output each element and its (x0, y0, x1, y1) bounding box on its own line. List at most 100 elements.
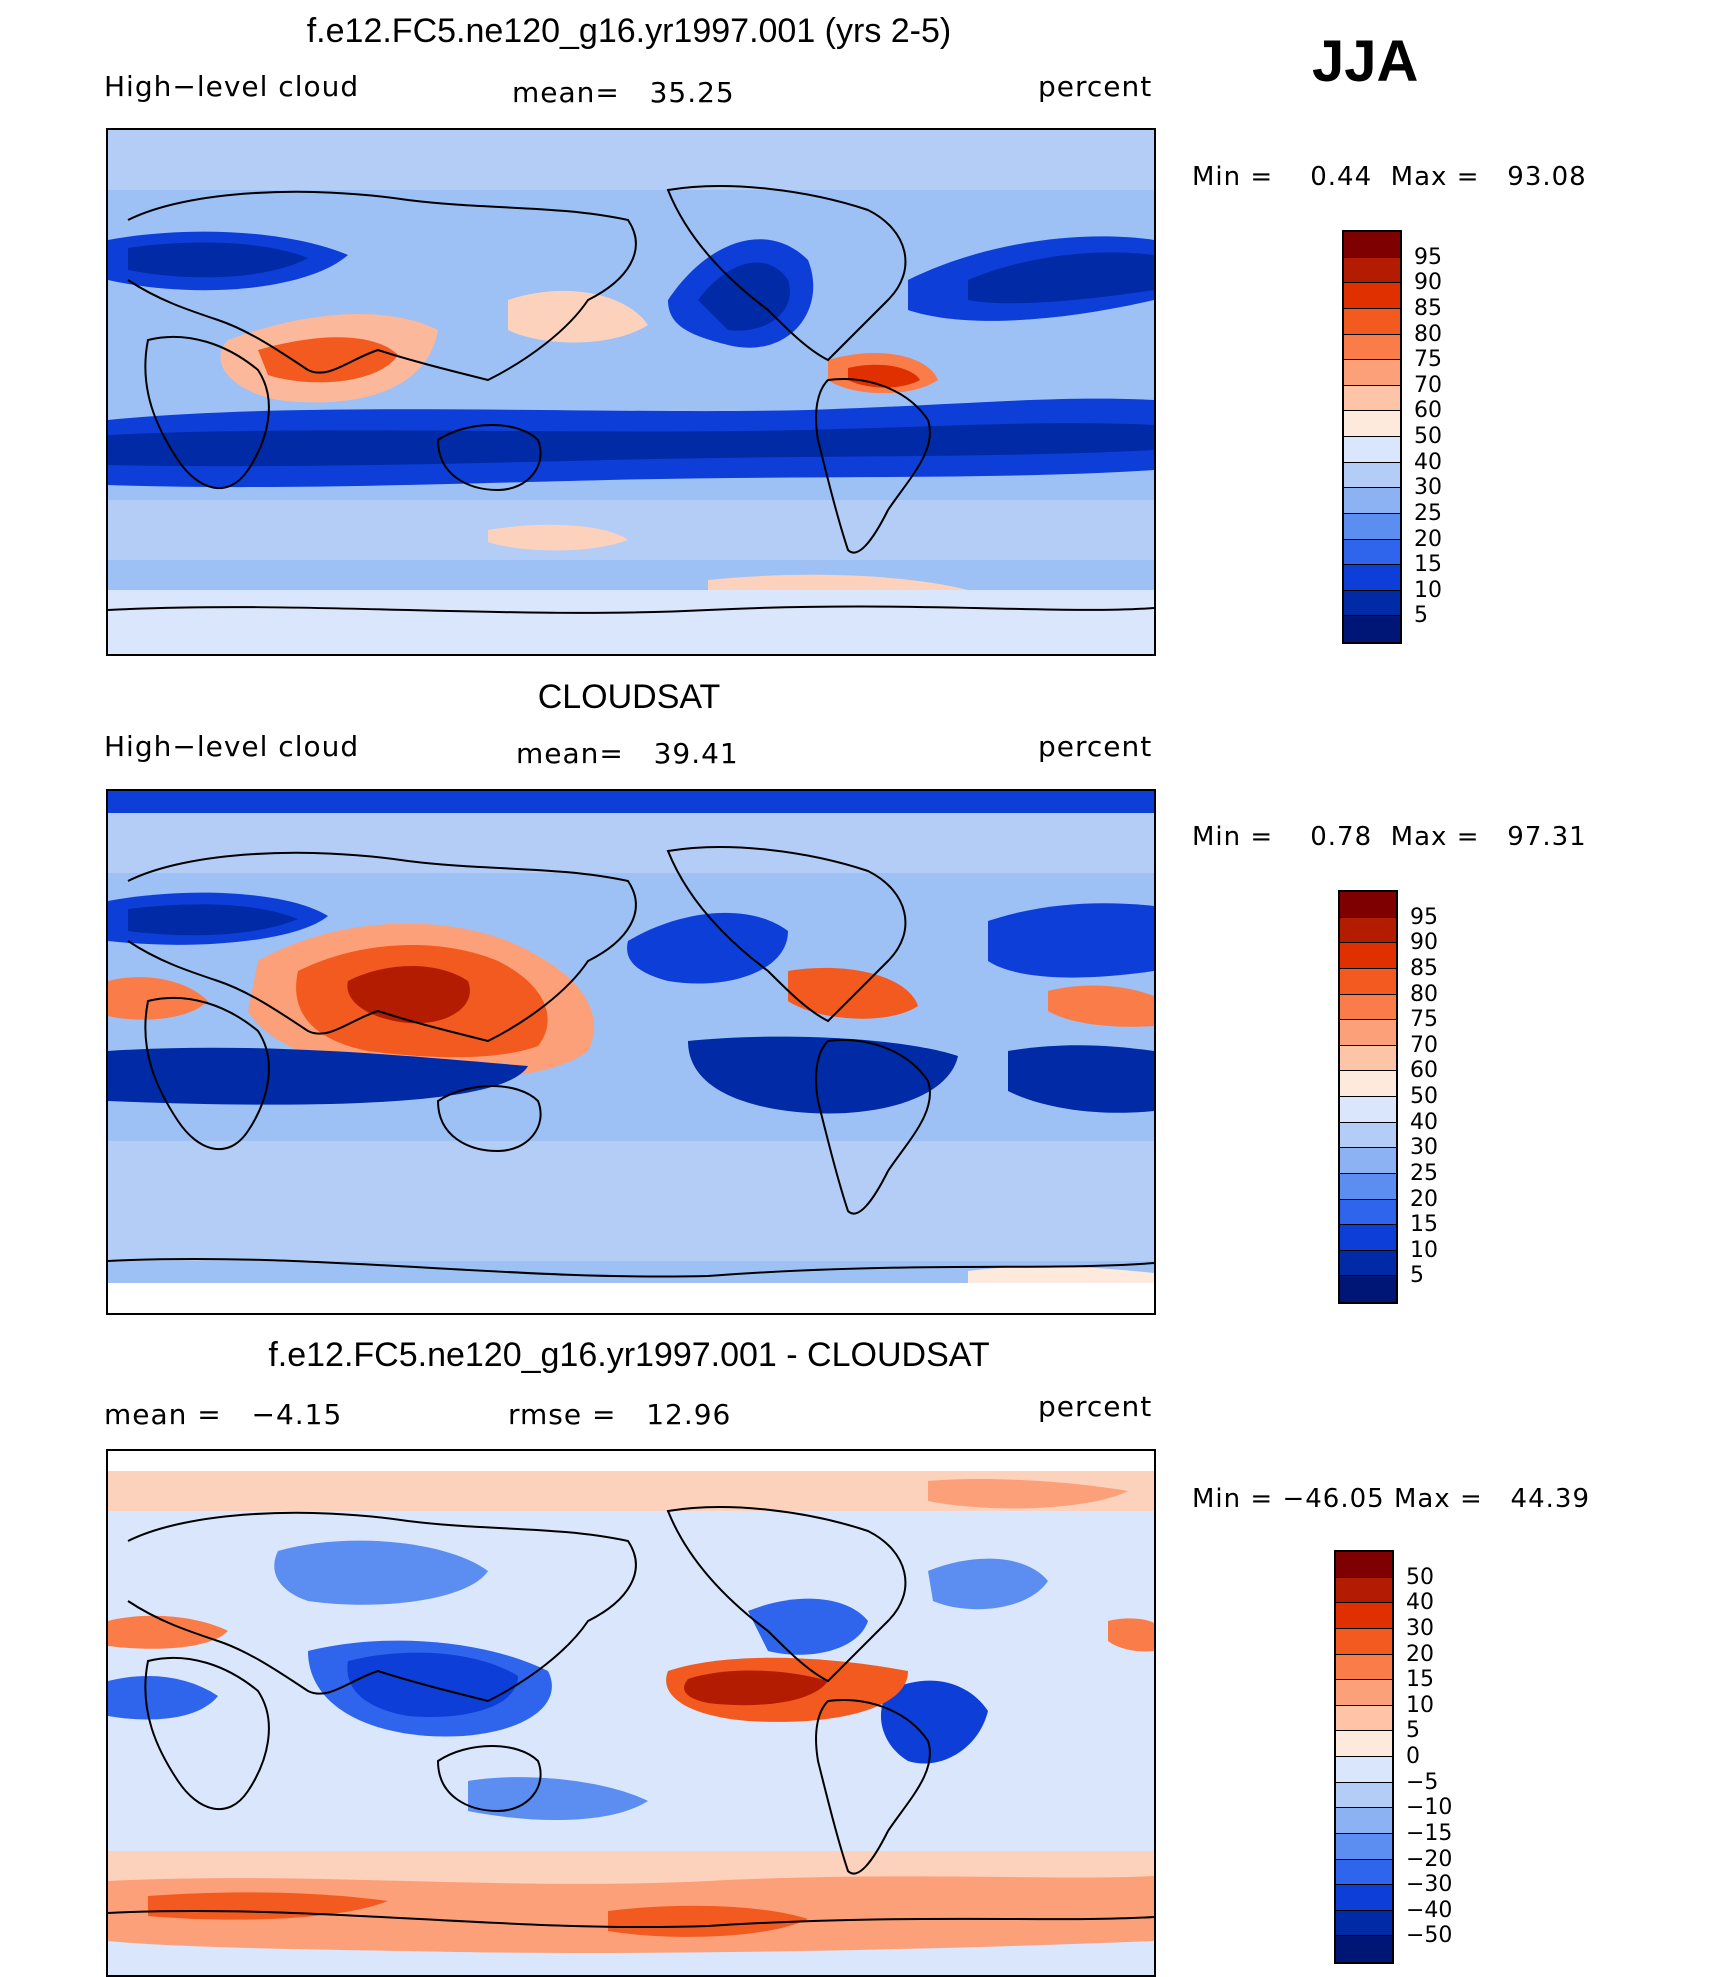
colorbar-tick-label: 10 (1410, 1237, 1438, 1263)
colorbar-tick-label: 20 (1406, 1641, 1434, 1667)
colorbar-tick-label: −10 (1406, 1795, 1453, 1821)
colorbar-segment (1340, 1276, 1396, 1302)
colorbar-tick-label: 95 (1414, 244, 1442, 270)
colorbar-tick-label: −5 (1406, 1769, 1439, 1795)
colorbar-segment (1336, 1577, 1392, 1604)
panel3-max-value: 44.39 (1510, 1484, 1590, 1514)
colorbar-tick-label: 85 (1410, 955, 1438, 981)
colorbar-segment (1344, 462, 1400, 489)
colorbar-segment (1340, 943, 1396, 969)
panel1-variable-label: High−level cloud (104, 70, 360, 103)
colorbar-tick-label: 10 (1414, 577, 1442, 603)
colorbar-tick-label: 80 (1414, 321, 1442, 347)
colorbar-tick-label: 70 (1414, 372, 1442, 398)
colorbar-segment (1340, 994, 1396, 1021)
panel1-mean-label: mean= 35.25 (512, 76, 735, 109)
colorbar-segment (1336, 1628, 1392, 1655)
colorbar-tick-label: −20 (1406, 1846, 1453, 1872)
panel1-min-value: 0.44 (1310, 162, 1373, 192)
panel2-units: percent (1038, 730, 1153, 763)
colorbar-tick-label: 60 (1414, 398, 1442, 424)
colorbar-tick-label: 5 (1410, 1263, 1424, 1289)
panel1-map (106, 128, 1156, 656)
colorbar-segment (1336, 1731, 1392, 1757)
panel2-minmax: Min = 0.78 Max = 97.31 (1192, 822, 1587, 852)
panel2-max-value: 97.31 (1507, 822, 1587, 852)
colorbar-tick-label: 70 (1410, 1032, 1438, 1058)
colorbar-tick-label: 5 (1406, 1718, 1420, 1744)
colorbar-segment (1336, 1654, 1392, 1681)
panel3-colorbar (1334, 1550, 1394, 1964)
panel3-units: percent (1038, 1390, 1153, 1423)
colorbar-segment (1340, 1225, 1396, 1251)
panel3-rmse-value: 12.96 (646, 1398, 732, 1431)
panel2-mean-value: 39.41 (653, 737, 739, 770)
colorbar-segment (1340, 1020, 1396, 1046)
panel3-map (106, 1449, 1156, 1977)
colorbar-segment (1344, 590, 1400, 617)
panel1-max-value: 93.08 (1507, 162, 1587, 192)
colorbar-tick-label: 60 (1410, 1058, 1438, 1084)
colorbar-tick-label: 50 (1410, 1084, 1438, 1109)
colorbar-segment (1336, 1782, 1392, 1809)
colorbar-segment (1344, 360, 1400, 386)
colorbar-segment (1344, 308, 1400, 335)
colorbar-tick-label: 20 (1414, 526, 1442, 552)
colorbar-tick-label: 25 (1410, 1160, 1438, 1186)
colorbar-tick-label: 40 (1414, 449, 1442, 475)
colorbar-tick-label: 75 (1414, 347, 1442, 373)
panel3-rmse-label: rmse = 12.96 (508, 1398, 732, 1431)
colorbar-tick-label: 30 (1406, 1615, 1434, 1641)
panel1-colorbar (1342, 230, 1402, 644)
colorbar-tick-label: −50 (1406, 1923, 1453, 1949)
colorbar-tick-label: 85 (1414, 295, 1442, 321)
colorbar-segment (1344, 232, 1400, 258)
colorbar-segment (1344, 488, 1400, 514)
colorbar-tick-label: 15 (1406, 1667, 1434, 1693)
panel3-minmax: Min = −46.05 Max = 44.39 (1192, 1484, 1590, 1514)
panel2-title: CLOUDSAT (537, 678, 721, 716)
colorbar-segment (1344, 437, 1400, 463)
panel2-colorbar (1338, 890, 1398, 1304)
colorbar-segment (1336, 1603, 1392, 1629)
panel2-map (106, 789, 1156, 1315)
colorbar-tick-label: 40 (1410, 1109, 1438, 1135)
panel3-min-value: −46.05 (1282, 1484, 1385, 1514)
panel1-units: percent (1038, 70, 1153, 103)
colorbar-segment (1340, 1097, 1396, 1123)
colorbar-segment (1340, 1250, 1396, 1277)
colorbar-tick-label: 0 (1406, 1744, 1420, 1769)
colorbar-tick-label: 90 (1410, 930, 1438, 956)
colorbar-tick-label: 15 (1410, 1212, 1438, 1238)
colorbar-tick-label: 25 (1414, 500, 1442, 526)
colorbar-tick-label: 95 (1410, 904, 1438, 930)
colorbar-segment (1336, 1859, 1392, 1886)
colorbar-tick-label: 90 (1414, 270, 1442, 296)
colorbar-tick-label: 5 (1414, 603, 1428, 629)
panel1-mean-value: 35.25 (649, 76, 735, 109)
colorbar-segment (1336, 1910, 1392, 1937)
season-label: JJA (1312, 29, 1419, 94)
panel1-minmax: Min = 0.44 Max = 93.08 (1192, 162, 1587, 192)
colorbar-tick-label: 10 (1406, 1692, 1434, 1718)
colorbar-tick-label: −30 (1406, 1872, 1453, 1898)
colorbar-segment (1336, 1885, 1392, 1911)
colorbar-segment (1340, 1199, 1396, 1226)
colorbar-segment (1336, 1757, 1392, 1783)
colorbar-tick-label: 30 (1414, 475, 1442, 501)
colorbar-segment (1340, 1045, 1396, 1072)
colorbar-segment (1344, 616, 1400, 642)
colorbar-segment (1344, 283, 1400, 309)
colorbar-tick-label: 20 (1410, 1186, 1438, 1212)
colorbar-segment (1340, 1173, 1396, 1200)
colorbar-segment (1344, 257, 1400, 284)
colorbar-segment (1336, 1552, 1392, 1578)
panel2-mean-label: mean= 39.41 (516, 737, 739, 770)
colorbar-segment (1340, 917, 1396, 944)
colorbar-segment (1344, 513, 1400, 540)
colorbar-tick-label: 40 (1406, 1590, 1434, 1616)
colorbar-tick-label: −15 (1406, 1820, 1453, 1846)
colorbar-segment (1344, 539, 1400, 566)
panel2-min-value: 0.78 (1310, 822, 1373, 852)
colorbar-segment (1340, 1122, 1396, 1149)
